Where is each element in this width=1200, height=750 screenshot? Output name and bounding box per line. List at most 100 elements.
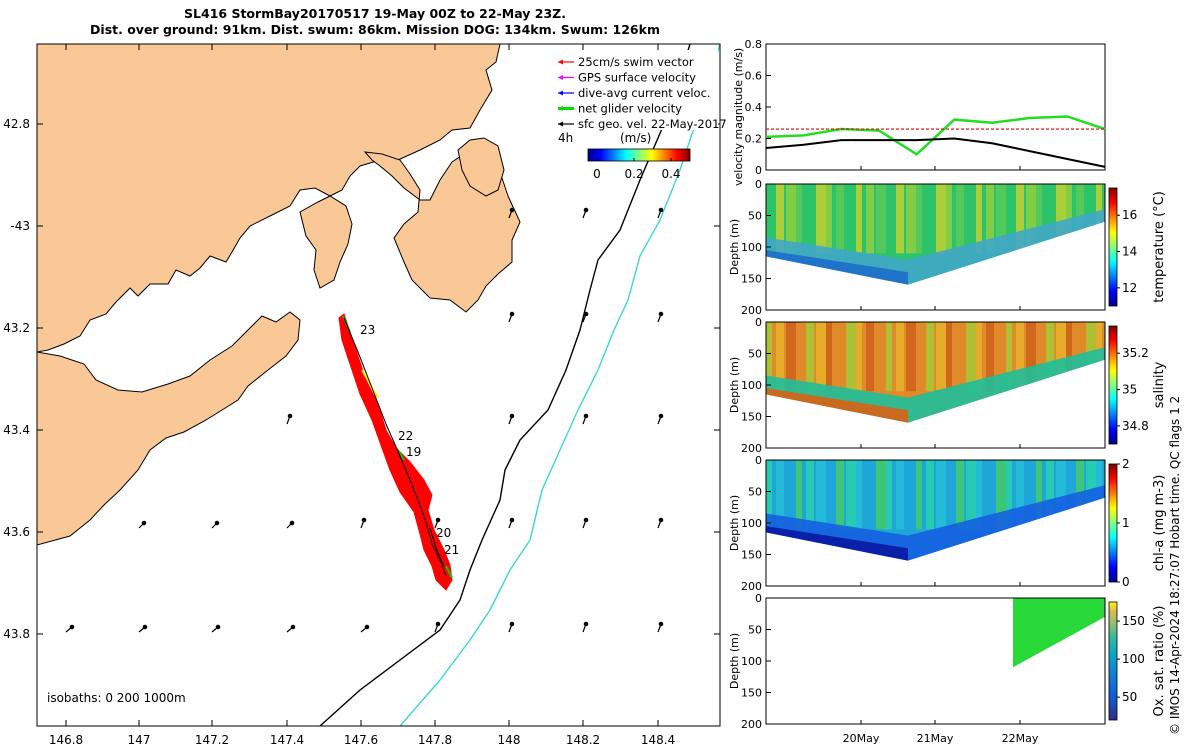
section-streak (906, 322, 916, 392)
section-streak (806, 460, 814, 530)
section-y-tick-label: 50 (748, 624, 762, 637)
section-y-tick-label: 150 (741, 549, 762, 562)
day-labels: 23 22 19 20 21 (360, 323, 459, 557)
cbar-tick-label: 35 (1122, 383, 1137, 397)
section-streak (886, 184, 892, 254)
section-streak (826, 322, 832, 392)
legend-label: GPS surface velocity (578, 71, 696, 85)
section-streak (936, 322, 946, 392)
vel-y-tick-label: 0.6 (745, 70, 763, 83)
section-panel: 0 50 100 150 200 Depth (m) 12 14 16 temperature (… (728, 178, 1167, 317)
x-tick-label: 147 (128, 733, 151, 747)
section-cbar-label: chl-a (mg m-3) (1152, 475, 1167, 572)
section-streak (816, 460, 826, 530)
section-streak (896, 184, 904, 254)
section-streak (836, 184, 844, 254)
section-streak (996, 322, 1006, 392)
section-streak (856, 322, 862, 392)
section-cbar-label: temperature (°C) (1152, 191, 1167, 303)
section-streak (856, 460, 862, 530)
section-streak (926, 460, 934, 530)
glider-track (338, 313, 453, 591)
time-axis: 20May 21May 22May (843, 166, 1039, 745)
x-tick-label: 147.4 (270, 733, 304, 747)
section-streak (886, 322, 892, 392)
vel-y-tick-label: 0.4 (745, 101, 763, 114)
section-y-tick-label: 100 (741, 517, 762, 530)
section-streak (986, 460, 994, 530)
time-label: 4h (558, 131, 573, 145)
section-streak (1006, 184, 1012, 254)
section-ylabel: Depth (m) (728, 219, 741, 275)
section-streak (896, 460, 904, 530)
current-arrowhead (509, 621, 515, 627)
day-label: 21 (444, 543, 459, 557)
day-label: 22 (398, 429, 413, 443)
legend-arrowhead (558, 121, 563, 127)
cbar-tick-label: 14 (1122, 245, 1137, 259)
cbar-tick-label: 150 (1122, 614, 1145, 628)
section-streak (956, 322, 964, 392)
current-arrowhead (583, 311, 589, 317)
section-streak (826, 184, 832, 254)
section-streak (976, 460, 982, 530)
legend-label: dive-avg current veloc. (578, 86, 711, 100)
isobath-200m (319, 44, 691, 726)
section-streak (1046, 322, 1054, 392)
section-streak (986, 322, 994, 392)
section-streak (976, 322, 982, 392)
section-streak (796, 322, 802, 392)
section-mask (766, 359, 1105, 448)
x-tick-label: 148.2 (566, 733, 600, 747)
section-colorbar (1108, 601, 1118, 721)
section-streak (826, 460, 832, 530)
y-tick-label: 42.8 (3, 117, 30, 131)
section-mask (766, 221, 1105, 310)
section-y-tick-label: 150 (741, 411, 762, 424)
y-tick-label: -43 (10, 219, 30, 233)
section-y-tick-label: 50 (748, 210, 762, 223)
current-arrowhead (658, 207, 664, 213)
time-tick-label: 20May (843, 732, 880, 745)
section-ylabel: Depth (m) (728, 633, 741, 689)
land-peninsula (37, 311, 301, 546)
section-streak (946, 184, 952, 254)
section-streak (876, 322, 886, 392)
section-streak (966, 322, 976, 392)
section-streak (1016, 184, 1024, 254)
section-streak (786, 184, 796, 254)
section-mask (766, 497, 1105, 586)
current-arrowhead (361, 517, 367, 523)
section-y-tick-label: 0 (755, 316, 762, 329)
y-tick-label: 43.6 (3, 525, 30, 539)
section-y-tick-label: 100 (741, 241, 762, 254)
land-mainland (37, 44, 501, 353)
section-y-tick-label: 200 (741, 580, 762, 593)
cbar-tick-label: 50 (1122, 690, 1137, 704)
section-cbar-label: salinity (1152, 361, 1167, 408)
section-streak (1006, 322, 1012, 392)
velocity-series-line (765, 115, 1106, 156)
section-ylabel: Depth (m) (728, 495, 741, 551)
x-tick-label: 148 (498, 733, 521, 747)
current-arrowhead (214, 520, 220, 526)
section-streak (986, 184, 994, 254)
section-streak (916, 322, 922, 392)
section-streak (836, 460, 844, 530)
section-streak (1026, 322, 1036, 392)
cbar-tick-label: 35.2 (1122, 346, 1149, 360)
section-y-tick-label: 50 (748, 486, 762, 499)
section-streak (1026, 460, 1036, 530)
section-streak (1046, 460, 1054, 530)
section-fill (1013, 598, 1105, 668)
section-y-tick-label: 0 (755, 454, 762, 467)
land-east-lobe (457, 137, 505, 197)
current-arrowhead (658, 311, 664, 317)
section-streak (846, 322, 856, 392)
current-arrowhead (583, 517, 589, 523)
x-tick-label: 146.8 (49, 733, 83, 747)
current-arrowhead (142, 624, 148, 630)
legend-arrowhead (558, 59, 563, 65)
section-y-tick-label: 0 (755, 178, 762, 191)
